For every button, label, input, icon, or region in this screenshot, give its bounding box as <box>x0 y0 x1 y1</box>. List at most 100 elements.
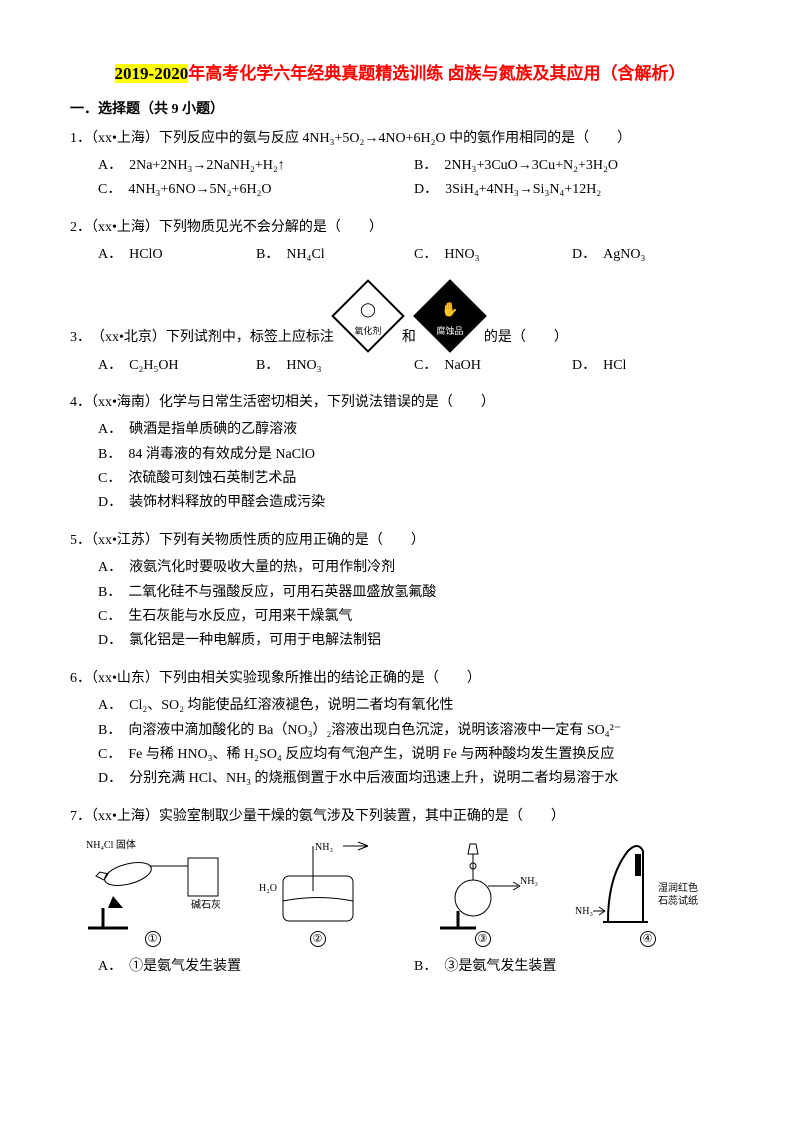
q-number: 2． <box>70 220 91 235</box>
apparatus-1: NH₄Cl 固体 碱石灰 ① <box>70 836 235 949</box>
q-stem-text: 化学与日常生活密切相关，下列说法错误的是（ ） <box>159 395 495 410</box>
q-stem-part: 下列试剂中，标签上应标注 <box>166 327 334 349</box>
label: 湿润红色 <box>658 881 698 894</box>
option: D． HCl <box>572 354 730 378</box>
options: A． C₂H₅OH B． HNO₃ C． NaOH D． HCl <box>70 354 730 378</box>
q-source: （xx•上海） <box>91 220 159 235</box>
question-6: 6．（xx•山东）下列由相关实验现象所推出的结论正确的是（ ） A． Cl₂、S… <box>70 668 730 792</box>
q-stem-part: 的是（ ） <box>484 327 568 349</box>
corrosive-icon: ✋ <box>441 300 458 322</box>
apparatus-2: NH₃ H₂O ② <box>235 836 400 949</box>
option: A． 2Na+2NH₃→2NaNH₂+H₂↑ <box>98 154 414 178</box>
apparatus-index: ② <box>310 931 326 947</box>
apparatus-diagrams: NH₄Cl 固体 碱石灰 ① NH₃ H₂O <box>70 836 730 949</box>
label: H₂O <box>259 883 277 894</box>
option: B． 二氧化硅不与强酸反应，可用石英器皿盛放氢氟酸 <box>98 581 730 605</box>
question-7: 7．（xx•上海）实验室制取少量干燥的氨气涉及下列装置，其中正确的是（ ） NH… <box>70 806 730 979</box>
hazard-icons: ✋ 腐蚀品 <box>416 282 484 350</box>
option: B． HNO₃ <box>256 354 414 378</box>
hazard-oxidizer-icon: ◯ 氧化剂 <box>334 282 402 350</box>
options: A． ①是氨气发生装置 B． ③是氨气发生装置 <box>70 955 730 979</box>
label: 碱石灰 <box>191 898 221 911</box>
option: A． Cl₂、SO₂ 均能使品红溶液褪色，说明二者均有氧化性 <box>98 694 730 718</box>
q-stem-text: 实验室制取少量干燥的氨气涉及下列装置，其中正确的是（ ） <box>159 809 565 824</box>
q-number: 6． <box>70 671 91 686</box>
q-source: （xx•山东） <box>91 671 159 686</box>
q-stem-part: 和 <box>402 327 416 349</box>
question-stem: 4．（xx•海南）化学与日常生活密切相关，下列说法错误的是（ ） <box>70 392 730 414</box>
option: B． 2NH₃+3CuO→3Cu+N₂+3H₂O <box>414 154 730 178</box>
option: C． NaOH <box>414 354 572 378</box>
apparatus-3-svg: NH₃ <box>418 836 548 931</box>
q-stem-text: 下列物质见光不会分解的是（ ） <box>159 220 383 235</box>
options: A． 碘酒是指单质碘的乙醇溶液 B． 84 消毒液的有效成分是 NaClO C．… <box>70 418 730 516</box>
question-stem: 3．（xx•北京）下列试剂中，标签上应标注 ◯ 氧化剂 和 ✋ 腐蚀品 的是（ … <box>70 282 730 350</box>
question-stem: 6．（xx•山东）下列由相关实验现象所推出的结论正确的是（ ） <box>70 668 730 690</box>
option: A． C₂H₅OH <box>98 354 256 378</box>
question-stem: 2．（xx•上海）下列物质见光不会分解的是（ ） <box>70 217 730 239</box>
option: C． Fe 与稀 HNO₃、稀 H₂SO₄ 反应均有气泡产生，说明 Fe 与两种… <box>98 743 730 767</box>
question-3: 3．（xx•北京）下列试剂中，标签上应标注 ◯ 氧化剂 和 ✋ 腐蚀品 的是（ … <box>70 282 730 378</box>
q-number: 4． <box>70 395 91 410</box>
q-stem-text: 下列有关物质性质的应用正确的是（ ） <box>159 533 425 548</box>
label: NH₃ <box>315 842 333 853</box>
apparatus-index: ③ <box>475 931 491 947</box>
options: A． HClO B． NH₄Cl C． HNO₃ D． AgNO₃ <box>70 243 730 267</box>
q-source: （xx•上海） <box>91 809 159 824</box>
option: A． ①是氨气发生装置 <box>98 955 414 979</box>
options: A． 液氨汽化时要吸收大量的热，可用作制冷剂 B． 二氧化硅不与强酸反应，可用石… <box>70 556 730 654</box>
question-2: 2．（xx•上海）下列物质见光不会分解的是（ ） A． HClO B． NH₄C… <box>70 217 730 268</box>
question-4: 4．（xx•海南）化学与日常生活密切相关，下列说法错误的是（ ） A． 碘酒是指… <box>70 392 730 516</box>
q-source: （xx•海南） <box>91 395 159 410</box>
option: D． 分别充满 HCl、NH₃ 的烧瓶倒置于水中后液面均迅速上升，说明二者均易溶… <box>98 767 730 791</box>
apparatus-3: NH₃ ③ <box>400 836 565 949</box>
title-rest: 年高考化学六年经典真题精选训练 卤族与氮族及其应用（含解析） <box>188 64 685 83</box>
option: D． 3SiH₄+4NH₃→Si₃N₄+12H₂ <box>414 178 730 202</box>
question-5: 5．（xx•江苏）下列有关物质性质的应用正确的是（ ） A． 液氨汽化时要吸收大… <box>70 530 730 654</box>
flame-icon: ◯ <box>360 300 376 322</box>
label: NH₃ <box>575 906 593 917</box>
option: B． 84 消毒液的有效成分是 NaClO <box>98 443 730 467</box>
q-source: （xx•江苏） <box>91 533 159 548</box>
q-source: （xx•北京） <box>91 327 166 349</box>
option: D． 氯化铝是一种电解质，可用于电解法制铝 <box>98 629 730 653</box>
option: D． AgNO₃ <box>572 243 730 267</box>
option: A． HClO <box>98 243 256 267</box>
hazard-label: 腐蚀品 <box>416 324 484 338</box>
option: B． ③是氨气发生装置 <box>414 955 730 979</box>
hazard-corrosive-icon: ✋ 腐蚀品 <box>416 282 484 350</box>
q-number: 5． <box>70 533 91 548</box>
label: NH₄Cl 固体 <box>86 839 136 851</box>
q-number: 7． <box>70 809 91 824</box>
hazard-label: 氧化剂 <box>334 324 402 338</box>
question-1: 1．（xx•上海）下列反应中的氨与反应 4NH₃+5O₂→4NO+6H₂O 中的… <box>70 128 730 203</box>
apparatus-1-svg: NH₄Cl 固体 碱石灰 <box>78 836 228 931</box>
q-source: （xx•上海） <box>91 131 159 146</box>
q-stem-text: 下列由相关实验现象所推出的结论正确的是（ ） <box>159 671 481 686</box>
question-stem: 1．（xx•上海）下列反应中的氨与反应 4NH₃+5O₂→4NO+6H₂O 中的… <box>70 128 730 150</box>
question-stem: 5．（xx•江苏）下列有关物质性质的应用正确的是（ ） <box>70 530 730 552</box>
q-number: 1． <box>70 131 91 146</box>
hazard-icons: ◯ 氧化剂 <box>334 282 402 350</box>
option: A． 碘酒是指单质碘的乙醇溶液 <box>98 418 730 442</box>
options: A． Cl₂、SO₂ 均能使品红溶液褪色，说明二者均有氧化性 B． 向溶液中滴加… <box>70 694 730 792</box>
label: NH₃ <box>520 876 538 887</box>
option: B． 向溶液中滴加酸化的 Ba（NO₃）₂溶液出现白色沉淀，说明该溶液中一定有 … <box>98 719 730 743</box>
option: C． 生石灰能与水反应，可用来干燥氯气 <box>98 605 730 629</box>
apparatus-index: ④ <box>640 931 656 947</box>
option: B． NH₄Cl <box>256 243 414 267</box>
option: C． 4NH₃+6NO→5N₂+6H₂O <box>98 178 414 202</box>
title-year: 2019-2020 <box>115 64 189 83</box>
section-heading: 一．选择题（共 9 小题） <box>70 99 730 121</box>
option: D． 装饰材料释放的甲醛会造成污染 <box>98 491 730 515</box>
option: C． HNO₃ <box>414 243 572 267</box>
q-stem-text: 下列反应中的氨与反应 4NH₃+5O₂→4NO+6H₂O 中的氨作用相同的是（ … <box>159 131 631 146</box>
label: 石蕊试纸 <box>658 894 698 907</box>
apparatus-4: NH₃ 湿润红色 石蕊试纸 ④ <box>565 836 730 949</box>
apparatus-4-svg: NH₃ 湿润红色 石蕊试纸 <box>573 836 723 931</box>
option: A． 液氨汽化时要吸收大量的热，可用作制冷剂 <box>98 556 730 580</box>
apparatus-2-svg: NH₃ H₂O <box>253 836 383 931</box>
q-number: 3． <box>70 327 91 349</box>
option: C． 浓硫酸可刻蚀石英制艺术品 <box>98 467 730 491</box>
question-stem: 7．（xx•上海）实验室制取少量干燥的氨气涉及下列装置，其中正确的是（ ） <box>70 806 730 828</box>
